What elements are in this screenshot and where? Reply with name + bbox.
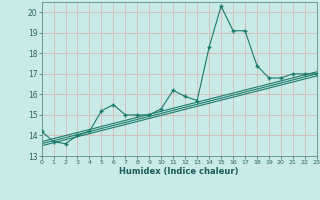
- X-axis label: Humidex (Indice chaleur): Humidex (Indice chaleur): [119, 167, 239, 176]
